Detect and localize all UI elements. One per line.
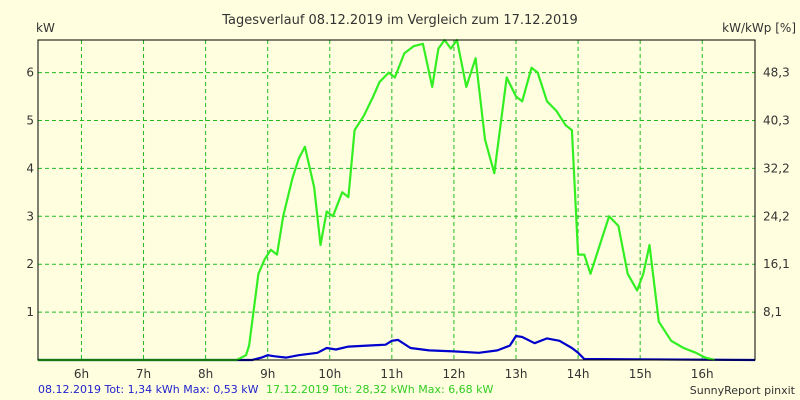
footer-series1-stats: 08.12.2019 Tot: 1,34 kWh Max: 0,53 kW (38, 383, 259, 396)
y-tick-label-left: 6 (26, 66, 34, 80)
y-tick-label-right: 40,3 (763, 113, 790, 127)
y-tick-label-left: 1 (26, 305, 34, 319)
x-tick-label: 11h (380, 367, 403, 381)
x-tick-label: 14h (567, 367, 590, 381)
y-tick-label-left: 2 (26, 257, 34, 271)
series-line-2 (38, 38, 715, 362)
y-tick-label-right: 16,1 (763, 257, 790, 271)
footer-credit: SunnyReport pinxit (690, 384, 796, 397)
x-tick-label: 16h (691, 367, 714, 381)
x-tick-label: 6h (74, 367, 89, 381)
x-tick-label: 9h (260, 367, 275, 381)
x-tick-label: 15h (629, 367, 652, 381)
x-tick-label: 13h (505, 367, 528, 381)
y-tick-label-right: 24,2 (763, 209, 790, 223)
y-tick-label-left: 3 (26, 209, 34, 223)
grid (38, 40, 755, 360)
chart-title: Tagesverlauf 08.12.2019 im Vergleich zum… (221, 13, 578, 28)
y-tick-label-right: 48,3 (763, 66, 790, 80)
y-axis-right-label: kW/kWp [%] (722, 21, 796, 35)
x-tick-label: 8h (198, 367, 213, 381)
x-tick-label: 10h (318, 367, 341, 381)
y-axis-left-label: kW (36, 21, 55, 35)
y-tick-label-right: 8,1 (763, 305, 782, 319)
series-line-1 (38, 334, 756, 362)
y-tick-label-left: 5 (26, 113, 34, 127)
series-layer (38, 38, 756, 362)
x-tick-label: 12h (442, 367, 465, 381)
footer-legend: 08.12.2019 Tot: 1,34 kWh Max: 0,53 kW 17… (38, 383, 494, 396)
y-tick-label-left: 4 (26, 161, 34, 175)
x-tick-label: 7h (136, 367, 151, 381)
footer-series2-stats: 17.12.2019 Tot: 28,32 kWh Max: 6,68 kW (266, 383, 494, 396)
plot-frame (37, 39, 756, 361)
y-tick-label-right: 32,2 (763, 161, 790, 175)
